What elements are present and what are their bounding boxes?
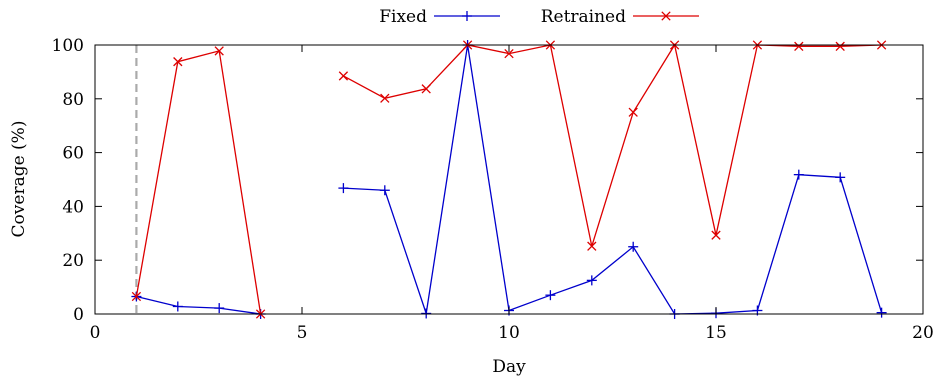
data-point-fixed bbox=[172, 301, 183, 312]
data-point-fixed bbox=[545, 290, 556, 301]
y-tick-label: 0 bbox=[73, 305, 84, 325]
data-point-retrained bbox=[338, 71, 349, 81]
series-line-retrained bbox=[343, 43, 882, 247]
data-point-retrained bbox=[587, 241, 597, 251]
series-line-fixed bbox=[343, 44, 883, 315]
data-point-fixed bbox=[214, 303, 225, 314]
data-point-retrained bbox=[628, 107, 638, 117]
data-point-retrained bbox=[794, 41, 804, 52]
series-line-retrained bbox=[135, 50, 262, 315]
x-tick-label: 20 bbox=[912, 323, 934, 343]
series-line-fixed bbox=[136, 295, 261, 315]
y-tick-label: 60 bbox=[62, 144, 84, 164]
data-point-retrained bbox=[214, 46, 224, 56]
data-point-retrained bbox=[131, 291, 142, 302]
y-tick-label: 80 bbox=[62, 90, 84, 110]
x-tick-label: 10 bbox=[498, 323, 520, 343]
data-point-retrained bbox=[835, 41, 845, 52]
axes: 0 5 10 15 20 0 20 40 60 80 100 bbox=[52, 36, 934, 343]
legend: Fixed Retrained bbox=[379, 7, 699, 27]
data-point-fixed bbox=[628, 241, 639, 252]
data-point-retrained bbox=[711, 230, 721, 240]
legend-label-retrained: Retrained bbox=[541, 7, 626, 27]
legend-marker-fixed bbox=[462, 11, 472, 21]
x-axis-label: Day bbox=[492, 357, 526, 377]
plot-area bbox=[131, 40, 887, 319]
x-tick-label: 15 bbox=[705, 323, 727, 343]
x-tick-label: 0 bbox=[90, 323, 101, 343]
data-point-fixed bbox=[379, 185, 390, 196]
data-point-fixed bbox=[835, 172, 846, 183]
data-point-retrained bbox=[380, 93, 390, 103]
data-point-retrained bbox=[504, 48, 514, 59]
data-point-fixed bbox=[586, 275, 597, 286]
data-point-retrained bbox=[173, 57, 183, 67]
y-tick-label: 40 bbox=[62, 197, 84, 217]
y-axis-label: Coverage (%) bbox=[9, 121, 29, 238]
legend-label-fixed: Fixed bbox=[379, 7, 427, 27]
legend-marker-retrained bbox=[661, 11, 671, 21]
y-tick-label: 100 bbox=[52, 36, 84, 56]
y-tick-label: 20 bbox=[62, 251, 84, 271]
data-point-fixed bbox=[876, 307, 887, 318]
data-point-fixed bbox=[421, 308, 432, 319]
data-point-retrained bbox=[421, 84, 431, 94]
data-point-fixed bbox=[793, 169, 804, 180]
data-point-fixed bbox=[338, 183, 349, 194]
x-tick-label: 5 bbox=[297, 323, 308, 343]
